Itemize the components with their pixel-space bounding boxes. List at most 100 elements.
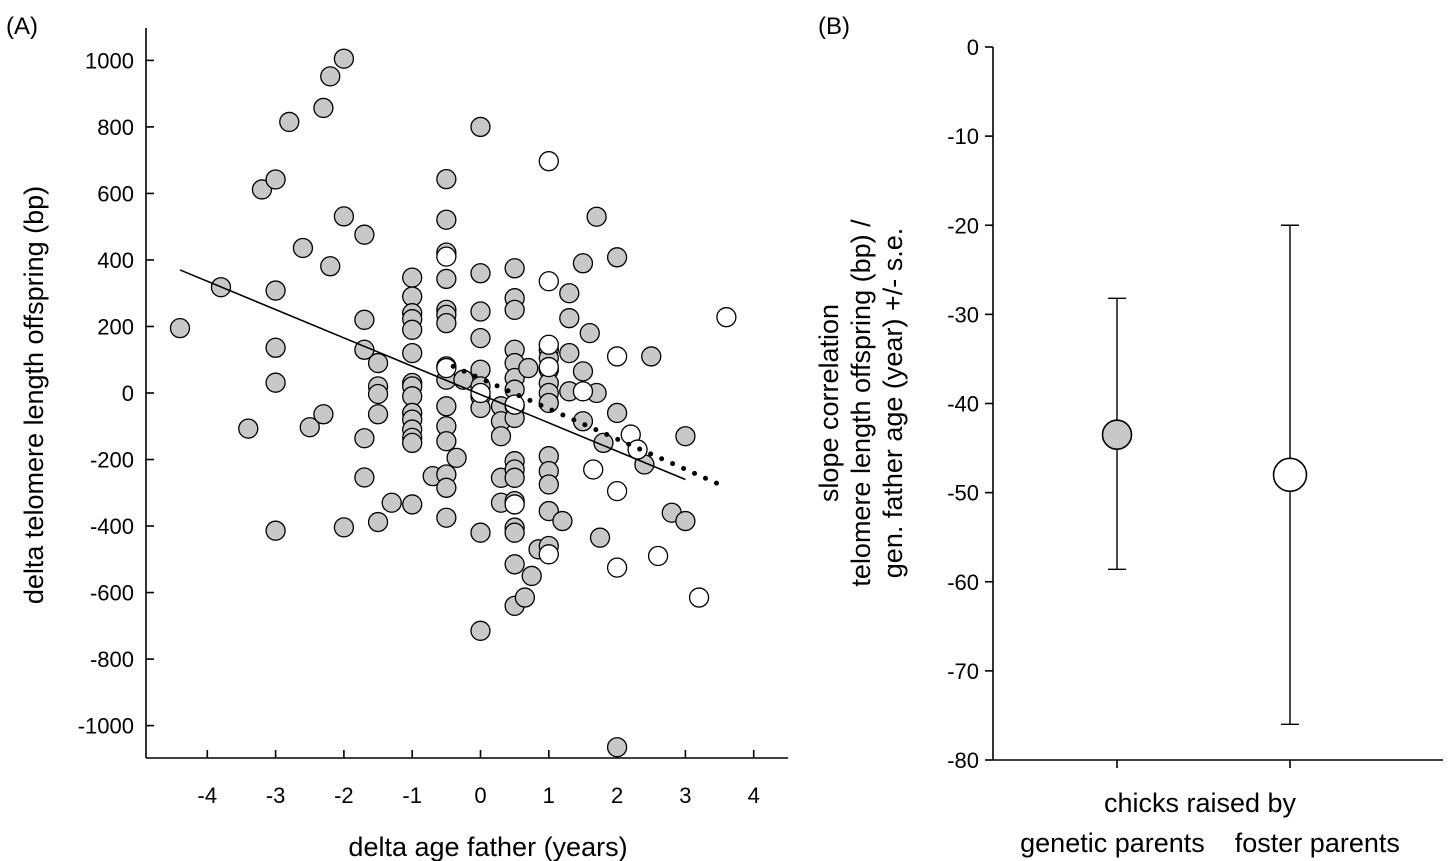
panel-a-scatter: (A) 10008006004002000-200-400-600-800-10… (6, 13, 788, 861)
panel-a-x-tick-label: 0 (474, 783, 486, 808)
panel-b-genetic-parents-point (1101, 419, 1133, 450)
panel-a-y-tick-label: -200 (90, 448, 134, 473)
panel-a-grey-point (354, 224, 375, 245)
panel-b-y-axis-title-line-2: telomere length offspring (bp) / (846, 219, 876, 587)
panel-a-open-point (647, 545, 669, 567)
panel-a-grey-point (606, 247, 628, 268)
panel-a-grey-point (251, 179, 273, 200)
panel-a-grey-point (313, 404, 334, 425)
panel-a-open-point (606, 480, 628, 502)
panel-a-grey-point (292, 237, 314, 259)
panel-a-grey-point (504, 554, 525, 575)
panel-a-grey-point (606, 737, 628, 758)
panel-a-grey-point (402, 494, 423, 515)
panel-a-solid-regression-line (179, 269, 686, 481)
panel-a-x-tick-label: -1 (402, 783, 422, 808)
panel-a-grey-point (589, 527, 611, 548)
panel-a-grey-point (504, 522, 525, 543)
panel-a-grey-point (470, 263, 491, 284)
panel-a-grey-point (521, 565, 542, 587)
panel-a-grey-point (265, 169, 286, 190)
panel-b-axes: 0 -10 -20 -30 -40 -50 -60 -70 -80 (947, 35, 1443, 773)
panel-a-grey-point (470, 522, 491, 543)
panel-a-grey-point (402, 342, 423, 364)
panel-a-grey-point (265, 280, 286, 301)
panel-a-grey-point (641, 346, 662, 367)
panel-a-open-point (504, 494, 525, 515)
panel-b-y-tick-label: -50 (947, 481, 979, 506)
panel-a-label: (A) (6, 13, 38, 40)
panel-a-open-point (538, 356, 559, 378)
panel-a-grey-point (265, 337, 286, 358)
panel-a-open-point (470, 382, 491, 404)
panel-a-x-tick-label: -4 (198, 783, 218, 808)
panel-a-grey-point (579, 322, 600, 344)
panel-a-x-tick-label: 3 (679, 783, 691, 808)
panel-a-open-point (436, 357, 457, 379)
panel-a-grey-point (675, 426, 696, 447)
panel-a-open-point (538, 271, 559, 292)
panel-a-grey-point (279, 111, 300, 133)
panel-a-grey-point (586, 206, 607, 227)
panel-b-x-axis-title-line-1: chicks raised by (1104, 788, 1297, 818)
panel-b-y-tick-label: -60 (947, 570, 979, 595)
panel-b-y-tick-label: -70 (947, 659, 979, 684)
panel-a-grey-point (606, 402, 628, 424)
panel-b-y-tick-label: -80 (947, 748, 979, 773)
panel-a-y-tick-label: -1000 (78, 714, 134, 739)
panel-b-y-axis-title-line-3: gen. father age (year) +/- s.e. (878, 228, 908, 578)
panel-a-grey-point (436, 431, 457, 452)
panel-a-grey-point (504, 299, 525, 321)
panel-a-grey-point (470, 116, 491, 138)
panel-a-y-tick-label: 600 (97, 181, 134, 206)
panel-a-fit-lines (179, 269, 723, 487)
panel-a-grey-point (354, 467, 375, 488)
panel-a-grey-point (333, 517, 355, 538)
panel-a-grey-point (552, 510, 573, 532)
panel-a-open-point (572, 381, 594, 402)
panel-a-open-point (538, 334, 559, 355)
panel-a-grey-point (367, 352, 389, 374)
panel-a-grey-point (504, 258, 525, 279)
panel-a-grey-point (333, 206, 355, 227)
panel-a-grey-point (538, 474, 559, 495)
panel-a-grey-point (572, 411, 594, 432)
panel-b-y-tick-label: -30 (947, 302, 979, 327)
panel-a-x-axis-title: delta age father (years) (348, 832, 627, 861)
panel-b-y-axis-title: slope correlation telomere length offspr… (814, 219, 908, 587)
panel-b-errorbar: (B) 0 -10 -20 -30 -40 -50 -60 -70 -80 slope corr… (814, 13, 1443, 858)
panel-a-grey-point (538, 500, 559, 522)
panel-a-open-point (583, 459, 604, 480)
panel-a-x-tick-label: 1 (543, 783, 555, 808)
panel-a-grey-point (436, 268, 457, 290)
panel-a-grey-point (299, 417, 320, 438)
panel-a-y-tick-label: 0 (122, 381, 134, 406)
panel-a-grey-point (572, 361, 594, 382)
panel-a-grey-point (367, 404, 389, 425)
panel-a-grey-point (169, 317, 191, 339)
panel-a-grey-point (538, 392, 559, 414)
panel-a-open-point (538, 544, 559, 565)
panel-a-y-tick-label: 200 (97, 314, 134, 339)
panel-a-grey-point (402, 432, 423, 454)
panel-a-grey-point (470, 620, 491, 641)
panel-b-y-tick-label: -10 (947, 124, 979, 149)
panel-b-x-axis-title-line-2: genetic parents foster parents (1020, 828, 1400, 858)
panel-a-grey-point (354, 309, 375, 330)
panel-a-grey-point (436, 168, 457, 190)
panel-a-grey-point (313, 97, 334, 119)
panel-a-grey-point (367, 383, 389, 405)
panel-a-grey-point (320, 256, 341, 277)
panel-a-grey-point (446, 447, 467, 469)
panel-a-grey-point (518, 357, 539, 379)
panel-a-grey-point (333, 48, 355, 69)
panel-b-foster-parents-point (1272, 457, 1308, 493)
panel-a-open-point (606, 346, 628, 367)
panel-a-axes: 1000 800 600 400 200 0 -200 -400 -600 -800 -1000 -4… (78, 28, 788, 808)
panel-a-y-tick-label: -800 (90, 647, 134, 672)
panel-a-grey-point (436, 313, 457, 334)
panel-a-open-point (538, 151, 559, 172)
panel-a-grey-point (402, 267, 423, 288)
panel-a-grey-point (572, 253, 594, 274)
panel-b-y-tick-label: -40 (947, 392, 979, 417)
